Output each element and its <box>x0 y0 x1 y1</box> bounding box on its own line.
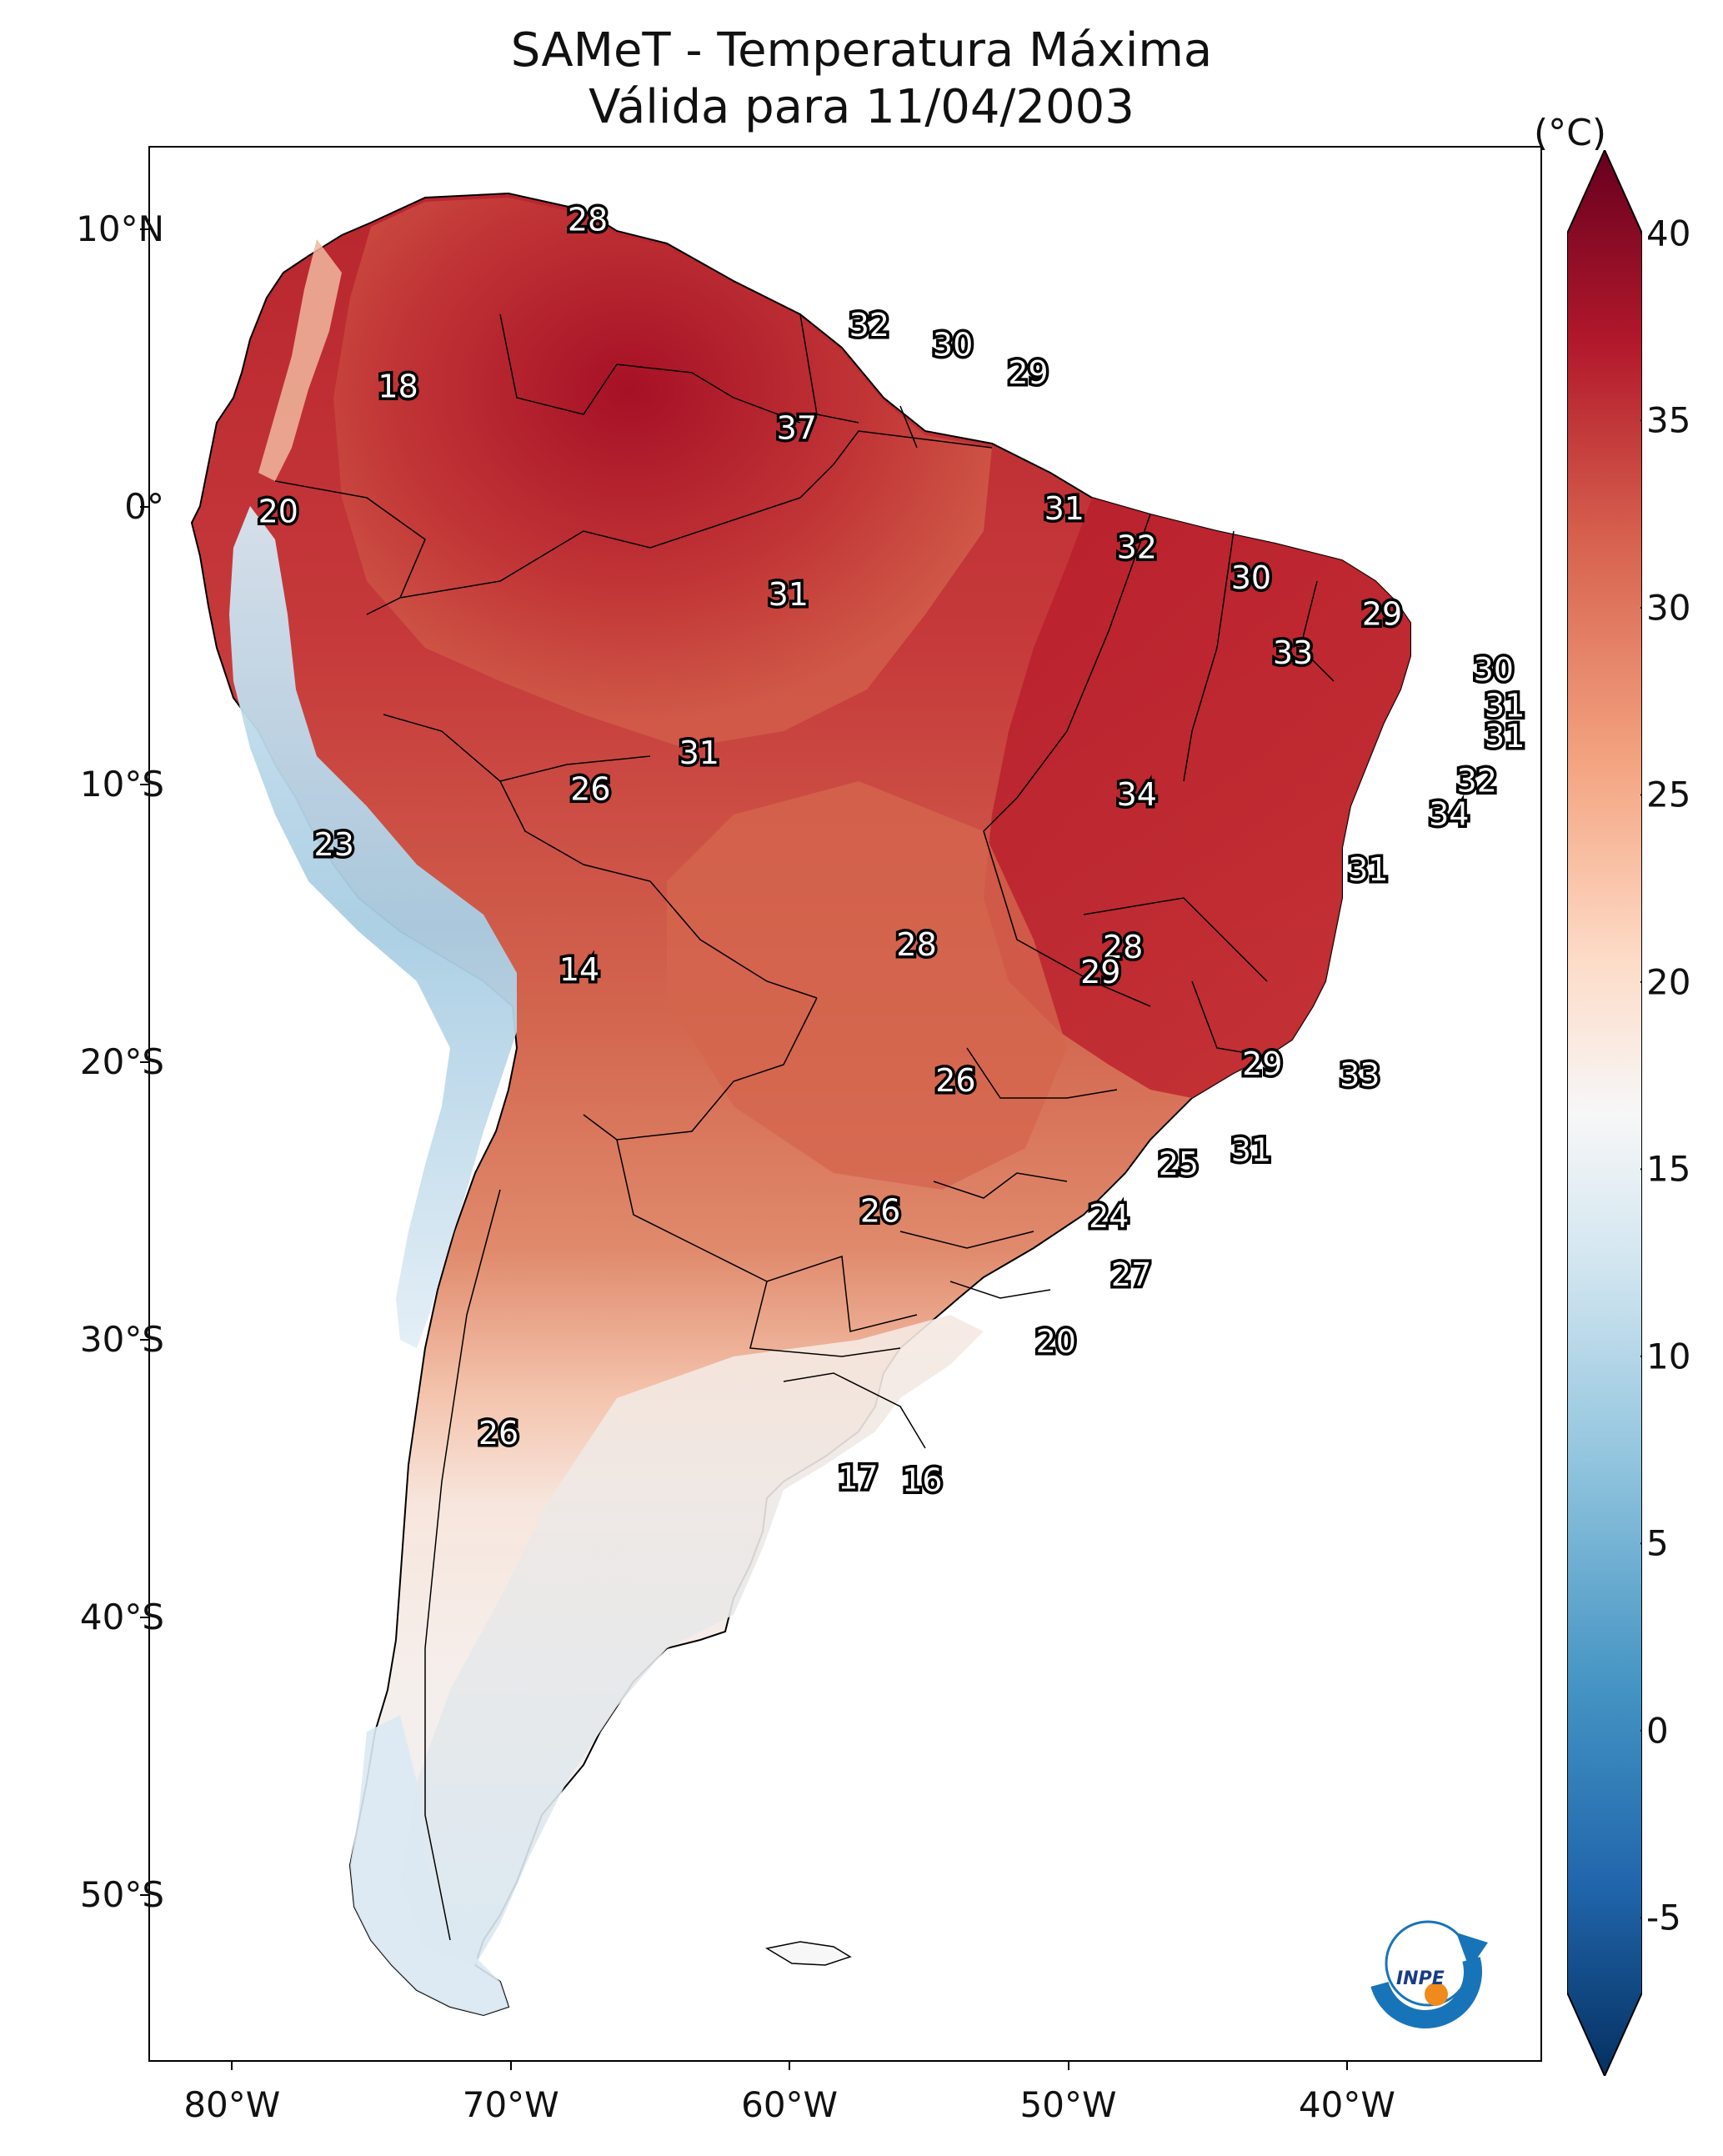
colorbar-tick-label: 10 <box>1646 1336 1691 1377</box>
colombia-andes-strip <box>258 239 342 481</box>
temperature-label: 29 <box>1242 1045 1282 1082</box>
temperature-label: 34 <box>1429 795 1469 832</box>
longitude-tick <box>231 2062 233 2070</box>
temperature-label: 20 <box>258 493 298 529</box>
colorbar-tick-label: 35 <box>1646 399 1691 441</box>
temperature-label: 32 <box>1117 529 1157 566</box>
temperature-label: 16 <box>902 1462 942 1499</box>
colorbar-tick-label: 40 <box>1646 213 1691 254</box>
longitude-label: 40°W <box>1298 2084 1395 2125</box>
colorbar-tick-label: -5 <box>1646 1897 1681 1938</box>
temperature-label: 33 <box>1340 1056 1380 1093</box>
colorbar-tick-label: 25 <box>1646 774 1691 815</box>
temperature-label: 33 <box>1273 634 1313 671</box>
temperature-label: 24 <box>1089 1198 1129 1235</box>
latitude-tick <box>140 1339 148 1341</box>
temperature-label: 28 <box>1103 929 1143 965</box>
map-area: 28 32 30 29 18 37 20 31 32 30 31 29 33 30 31 31 31 32 26 34… <box>148 146 1542 2062</box>
latitude-tick <box>140 1894 148 1897</box>
latitude-label: 10°S <box>79 764 164 805</box>
latitude-label: 40°S <box>79 1597 164 1638</box>
hot-region-east <box>984 498 1410 1098</box>
temperature-label: 31 <box>769 576 809 613</box>
temperature-label: 27 <box>1111 1256 1151 1293</box>
longitude-tick <box>1067 2062 1069 2070</box>
temperature-label: 29 <box>1080 954 1120 990</box>
latitude-label: 10°N <box>76 208 164 249</box>
longitude-tick <box>1345 2062 1348 2070</box>
temperature-label: 18 <box>378 368 418 404</box>
temperature-label: 30 <box>1474 651 1514 688</box>
hot-region-north <box>333 198 992 748</box>
latitude-tick <box>140 505 148 508</box>
longitude-label: 60°W <box>741 2084 839 2125</box>
temperature-label: 30 <box>933 327 973 364</box>
latitude-label: 20°S <box>79 1041 164 1083</box>
colorbar-tick-marks <box>1640 233 1642 1919</box>
country-borders <box>274 313 1335 1941</box>
colorbar-tick-label: 15 <box>1646 1148 1691 1190</box>
temperature-label: 14 <box>559 951 599 988</box>
colorbar-tick-label: 0 <box>1646 1710 1669 1752</box>
temperature-label: 29 <box>1008 354 1048 391</box>
temperature-label: 17 <box>838 1459 878 1496</box>
colorbar-tick-label: 30 <box>1646 587 1691 629</box>
colorbar-unit: (°C) <box>1534 112 1607 154</box>
longitude-label: 70°W <box>462 2084 559 2125</box>
temperature-label: 31 <box>679 735 719 771</box>
temperature-label: 28 <box>568 202 608 238</box>
latitude-tick <box>140 784 148 785</box>
colorbar-tick-label: 20 <box>1646 961 1691 1003</box>
temperature-label: 23 <box>314 826 354 863</box>
colorbar <box>1567 150 1642 2076</box>
temperature-label: 26 <box>570 770 610 807</box>
svg-text:INPE: INPE <box>1396 1968 1445 1989</box>
mild-region-south <box>400 1315 984 1965</box>
andes-cold-strip <box>229 506 517 1348</box>
latitude-label: 30°S <box>79 1319 164 1361</box>
latitude-tick <box>140 1617 148 1619</box>
longitude-label: 80°W <box>183 2084 281 2125</box>
map-subtitle: Válida para 11/04/2003 <box>589 80 1134 134</box>
temperature-label: 28 <box>896 926 936 963</box>
latitude-tick <box>140 228 148 230</box>
temperature-label: 31 <box>1485 687 1525 724</box>
longitude-label: 50°W <box>1019 2084 1117 2125</box>
temperature-label: 31 <box>1231 1131 1271 1168</box>
temperature-label: 26 <box>935 1062 975 1099</box>
temperature-label: 26 <box>478 1415 518 1452</box>
patagonia-cold <box>350 1715 508 2015</box>
longitude-tick <box>509 2062 512 2070</box>
temperature-label: 31 <box>1348 851 1388 888</box>
temperature-label: 37 <box>777 409 817 446</box>
map-title: SAMeT - Temperatura Máxima <box>510 23 1213 78</box>
temperature-label: 32 <box>849 307 889 343</box>
longitude-tick <box>789 2062 791 2070</box>
temperature-label: 31 <box>1044 490 1084 527</box>
warm-region-central <box>667 781 1067 1190</box>
temperature-label: 34 <box>1117 776 1157 813</box>
temperature-label: 31 <box>1485 718 1525 755</box>
temperature-label: 30 <box>1231 559 1271 596</box>
temperature-label: 20 <box>1036 1323 1076 1360</box>
temperature-label: 25 <box>1159 1146 1199 1182</box>
temperature-label: 32 <box>1457 762 1497 799</box>
temperature-label: 29 <box>1362 596 1402 633</box>
colorbar-body <box>1567 150 1642 2076</box>
colorbar-tick-label: 5 <box>1646 1522 1669 1564</box>
falkland-islands <box>764 1941 852 1966</box>
inpe-logo: INPE <box>1370 1920 1488 2028</box>
latitude-tick <box>140 1061 148 1064</box>
latitude-label: 50°S <box>79 1874 164 1916</box>
temperature-label: 26 <box>860 1193 900 1230</box>
